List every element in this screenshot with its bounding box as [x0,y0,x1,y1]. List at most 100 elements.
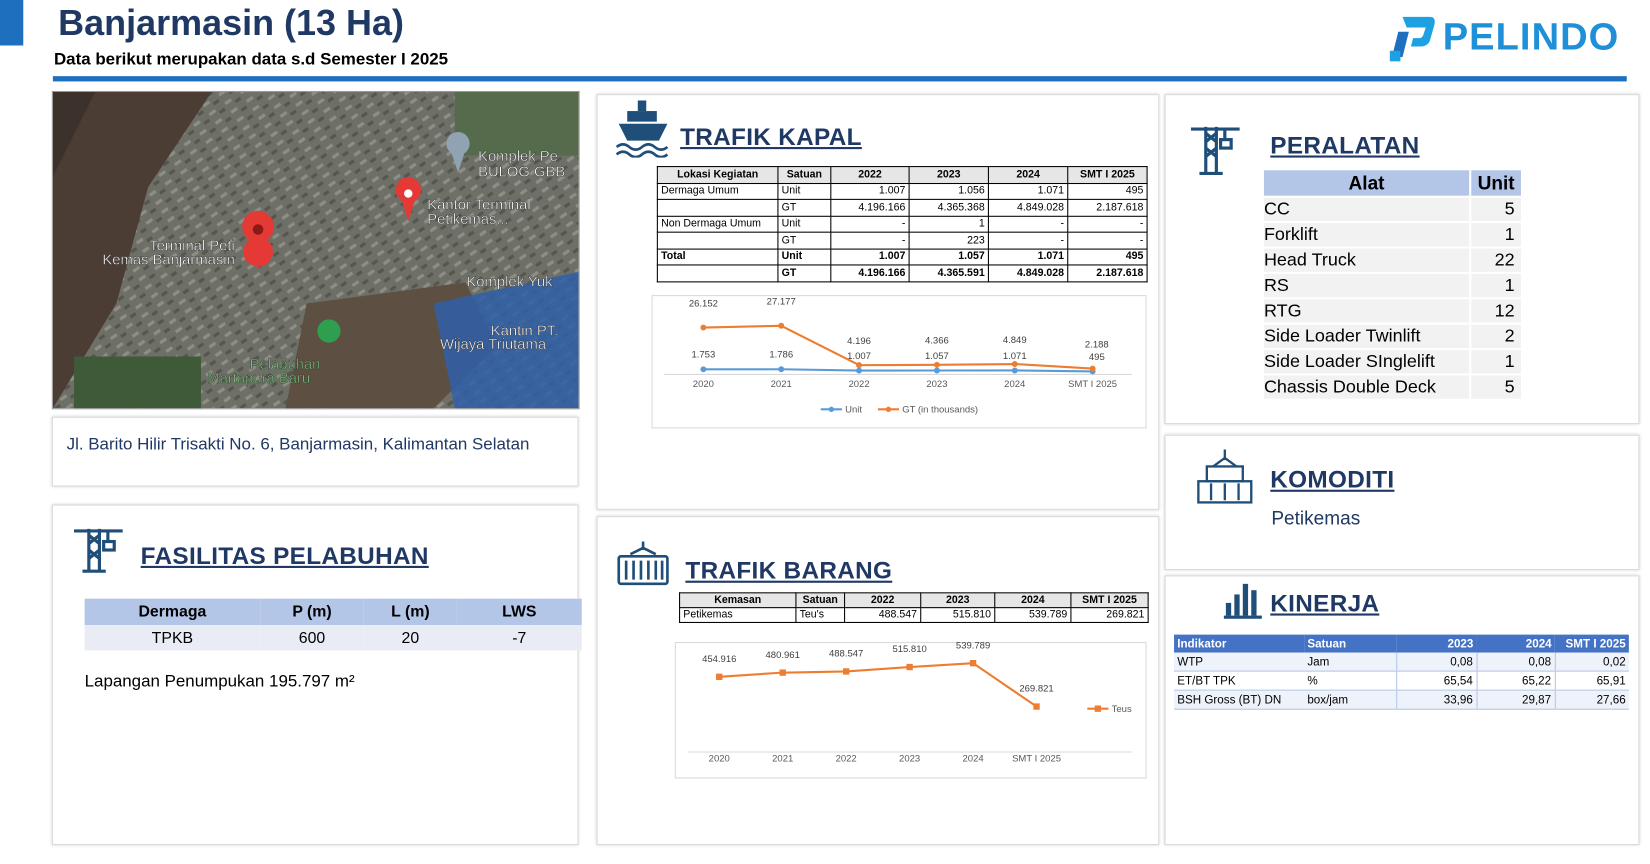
table-cell: Jam [1304,652,1397,672]
table-header-cell: 2024 [994,592,1072,609]
table-cell: box/jam [1304,690,1397,710]
table-header-cell: 2022 [844,592,922,609]
ship-icon [615,100,669,158]
series-line [703,324,1093,370]
table-cell: 2.187.618 [1067,264,1148,282]
map-label: Kantin PT. [491,323,558,339]
point [856,367,863,374]
point [1033,703,1040,710]
table-cell: 1.071 [987,248,1069,266]
kinerja-icon [1223,583,1262,619]
table-cell: GT [777,198,832,217]
logo-mark [1389,16,1435,62]
table-header-cell: P (m) [260,598,364,626]
kinerja-box [1164,575,1640,846]
table-cell: WTP [1174,652,1305,672]
map: Komplek Pe BULOG GBB Kantor Terminal Pet… [51,90,580,410]
data-label: 1.007 [847,351,871,362]
address: Jl. Barito Hilir Trisakti No. 6, Banjarm… [66,435,530,454]
legend-swatch [885,406,892,412]
address-box: Jl. Barito Hilir Trisakti No. 6, Banjarm… [51,416,579,487]
data-label: 4.196 [847,336,871,347]
crane-icon [74,528,123,573]
table-cell: TPKB [84,625,261,651]
legend-swatch [828,406,834,412]
map-label: Komplek Pe [478,149,558,165]
x-tick-label: 2023 [899,754,920,765]
table-header-cell: SMT I 2025 [1067,166,1148,184]
data-table: Dermaga P (m) L (m) LWS TPKB 600 20 -7 [84,598,582,651]
table-cell: 22 [1469,247,1521,274]
table-header-cell: 2024 [987,166,1069,184]
table-row: WTP Jam 0,08 0,08 0,02 [1174,652,1629,672]
point [779,669,786,676]
table-cell: RS [1263,272,1471,300]
table-cell: 495 [1067,182,1148,200]
table-cell: 65,54 [1395,671,1477,691]
table-cell: 1 [1469,272,1521,300]
table-cell [656,231,779,250]
table-cell: 1 [1469,222,1521,249]
table-row: Head Truck 22 [1263,247,1521,274]
point [933,367,940,374]
table-cell: Unit [777,215,832,233]
table-row: Forklift 1 [1263,222,1521,249]
table-header-cell: SMT I 2025 [1554,634,1629,653]
table-cell: Unit [777,248,832,266]
table-row: GT 4.196.166 4.365.591 4.849.028 2.187.618 [656,264,1148,282]
x-tick-label: 2020 [709,754,730,765]
table-header-cell: Dermaga [84,598,261,626]
header-tab [0,0,24,46]
data-table: Lokasi Kegiatan Satuan 2022 2023 2024 SMT I 2… [656,166,1148,282]
table-cell: 5 [1469,196,1521,224]
data-table: Alat Unit CC 5 Forklift 1 Head Truck 22 RS 1 RTG 12… [1263,170,1521,401]
point [842,668,850,675]
x-tick-label: SMT I 2025 [1068,379,1117,390]
legend-swatch [1094,705,1102,712]
data-label: 488.547 [829,649,863,660]
table-cell: 29,87 [1476,690,1555,710]
table-cell: 1.007 [830,248,910,266]
table-header-cell: 2023 [920,592,996,609]
chart: 2020 2021 2022 2023 2024 SMT I 2025 1.753 1.786… [664,297,1132,416]
table-cell: - [987,215,1069,233]
fasilitas-box [51,504,579,846]
table-cell: 4.365.591 [908,264,989,282]
table-cell: Unit [777,182,832,200]
map-labels: Komplek Pe BULOG GBB Kantor Terminal Pet… [102,149,565,388]
page-title: Banjarmasin (13 Ha) [58,3,404,44]
page-subtitle: Data berikut merupakan data s.d Semester… [53,50,449,69]
table-row: GT 4.196.166 4.365.368 4.849.028 2.187.618 [656,198,1148,217]
table-cell: 4.196.166 [830,264,910,282]
table-cell: 1.071 [987,182,1069,200]
x-tick-label: 2021 [772,754,793,765]
fasilitas-note: Lapangan Penumpukan 195.797 m² [84,672,355,691]
data-label: 1.753 [691,350,715,361]
table-header-cell: Alat [1263,170,1471,198]
data-label: 495 [1089,352,1105,363]
data-label: 480.961 [766,650,800,661]
table-cell: 65,91 [1554,671,1629,691]
table-cell: Side Loader Twinlift [1263,323,1471,351]
table-row: Petikemas Teu's 488.547 515.810 539.789 269.8… [679,607,1149,623]
data-label: 1.786 [769,350,793,361]
table-cell: 27,66 [1554,690,1629,710]
table-cell: 5 [1469,374,1521,401]
table-header-cell: Satuan [777,166,832,184]
table-cell: - [1067,231,1148,250]
table-cell: 539.789 [994,607,1072,623]
table-cell: GT [777,231,832,250]
map-label: Komplek Yuk [466,275,553,291]
table-cell: 515.810 [920,607,996,623]
table-row: Non Dermaga Umum Unit -1- - [656,215,1148,233]
table-cell: 2 [1469,323,1521,351]
map-label: Wijaya Triutama [440,337,547,353]
table-cell: Chassis Double Deck [1263,374,1471,401]
header-rule [52,76,1627,82]
table-row: RTG 12 [1263,298,1521,325]
table-cell: Non Dermaga Umum [656,215,779,233]
table-cell: Head Truck [1263,247,1471,274]
series-line [719,662,1038,708]
